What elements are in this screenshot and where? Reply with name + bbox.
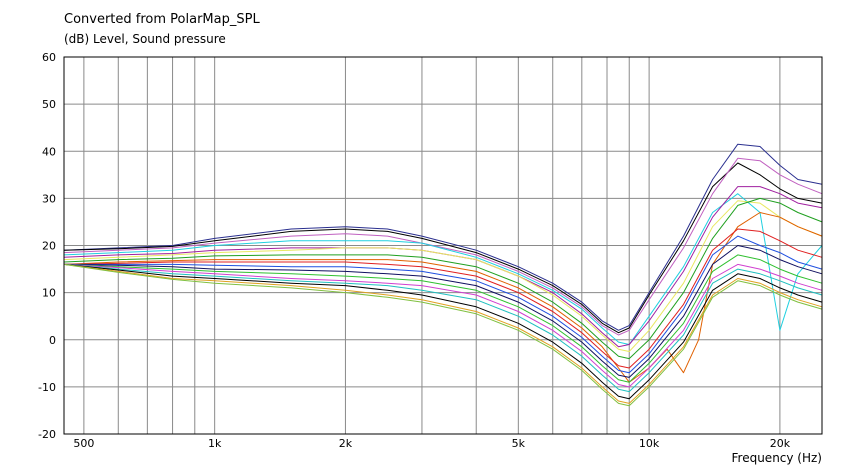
y-tick-label: 20 — [42, 240, 56, 253]
curves — [63, 143, 823, 407]
y-ticks: 60 50 40 30 20 10 0 -10 -20 — [38, 51, 56, 441]
series-line-17 — [63, 263, 823, 407]
grid — [64, 56, 822, 435]
series-line-8 — [63, 212, 823, 383]
series-line-7 — [63, 197, 823, 360]
y-tick-label: 50 — [42, 98, 56, 111]
x-tick-label: 2k — [339, 437, 353, 450]
x-axis-label: Frequency (Hz) — [732, 451, 823, 465]
series-line-6 — [63, 200, 823, 352]
y-tick-label: -20 — [38, 428, 56, 441]
series-line-1 — [63, 143, 823, 331]
y-tick-label: 40 — [42, 145, 56, 158]
series-line-4 — [63, 193, 823, 345]
series-line-12 — [63, 254, 823, 383]
series-line-11 — [63, 245, 823, 378]
series-line-10 — [64, 235, 823, 374]
x-ticks: 500 1k 2k 5k 10k 20k — [73, 437, 790, 450]
y-tick-label: 0 — [49, 334, 56, 347]
x-tick-label: 500 — [73, 437, 94, 450]
series-line-13 — [63, 263, 823, 388]
series-line-16 — [63, 263, 823, 404]
x-tick-label: 5k — [512, 437, 526, 450]
x-tick-label: 10k — [639, 437, 660, 450]
series-line-14 — [63, 263, 823, 393]
y-tick-label: -10 — [38, 381, 56, 394]
y-tick-label: 10 — [42, 287, 56, 300]
y-axis-label: (dB) Level, Sound pressure — [64, 32, 226, 46]
series-line-9 — [63, 228, 823, 369]
series-line-3 — [63, 157, 823, 336]
series-line-5 — [63, 186, 823, 348]
y-tick-label: 60 — [42, 51, 56, 64]
x-tick-label: 20k — [770, 437, 791, 450]
chart-title: Converted from PolarMap_SPL — [64, 12, 260, 27]
series-line-2 — [63, 162, 823, 334]
plot-frame — [63, 56, 823, 435]
y-tick-label: 30 — [42, 192, 56, 205]
series-line-15 — [63, 263, 823, 400]
x-tick-label: 1k — [208, 437, 222, 450]
